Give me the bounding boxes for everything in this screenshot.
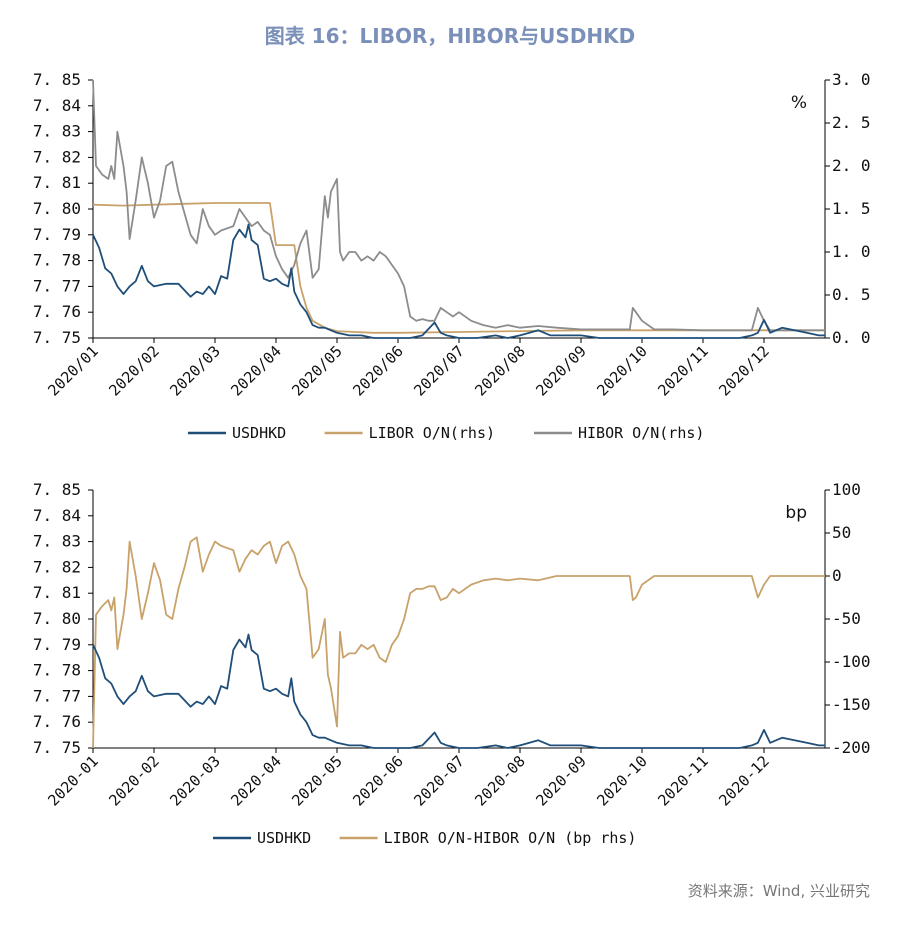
left-tick-label: 7. 78 [33, 661, 81, 680]
left-tick-label: 7. 80 [33, 609, 81, 628]
right-tick-label: -100 [832, 652, 871, 671]
right-axis-unit: bp [785, 503, 807, 523]
x-tick-label: 2020/06 [349, 342, 406, 399]
series-line-usdhkd [92, 223, 825, 339]
legend-label: USDHKD [232, 424, 286, 442]
left-tick-label: 7. 81 [33, 173, 81, 192]
left-tick-label: 7. 75 [33, 328, 81, 347]
x-tick-label: 2020-05 [288, 752, 345, 809]
left-tick-label: 7. 77 [33, 276, 81, 295]
x-tick-label: 2020/03 [166, 342, 223, 399]
x-tick-label: 2020-06 [349, 752, 406, 809]
series-line-hibor-o-n-rhs [92, 79, 825, 332]
chart-spread-usdhkd: 7. 75 7. 76 7. 77 7. 78 7. 79 7. 80 7. 81 7. 82… [33, 480, 871, 847]
x-tick-label: 2020/11 [654, 342, 711, 399]
x-tick-label: 2020/02 [105, 342, 162, 399]
legend-label: HIBOR O/N(rhs) [578, 424, 704, 442]
left-tick-label: 7. 76 [33, 302, 81, 321]
left-tick-label: 7. 84 [33, 506, 81, 525]
left-tick-label: 7. 81 [33, 583, 81, 602]
x-tick-label: 2020-07 [410, 752, 467, 809]
right-tick-label: 0 [832, 566, 842, 585]
x-tick-label: 2020/05 [288, 342, 345, 399]
left-tick-label: 7. 75 [33, 738, 81, 757]
x-tick-label: 2020/01 [44, 342, 101, 399]
x-tick-label: 2020/04 [227, 342, 284, 399]
figure-title: 图表 16：LIBOR，HIBOR与USDHKD [264, 24, 636, 48]
right-tick-label: 3. 0 [832, 70, 871, 89]
left-tick-label: 7. 83 [33, 122, 81, 141]
left-tick-label: 7. 77 [33, 686, 81, 705]
right-tick-label: 1. 5 [832, 199, 871, 218]
left-tick-label: 7. 85 [33, 70, 81, 89]
left-tick-label: 7. 79 [33, 225, 81, 244]
x-tick-label: 2020-12 [715, 752, 772, 809]
left-tick-label: 7. 79 [33, 635, 81, 654]
left-tick-label: 7. 85 [33, 480, 81, 499]
x-tick-label: 2020/09 [532, 342, 589, 399]
left-tick-label: 7. 78 [33, 251, 81, 270]
x-tick-label: 2020-11 [654, 752, 711, 809]
left-tick-label: 7. 84 [33, 96, 81, 115]
right-axis-unit: % [791, 93, 807, 113]
legend-label: LIBOR O/N-HIBOR O/N (bp rhs) [384, 829, 637, 847]
x-tick-label: 2020-08 [471, 752, 528, 809]
series-line-usdhkd [92, 633, 825, 749]
left-tick-label: 7. 83 [33, 532, 81, 551]
x-tick-label: 2020-03 [166, 752, 223, 809]
x-tick-label: 2020/07 [410, 342, 467, 399]
chart-libor-hibor-usdhkd: 7. 75 7. 76 7. 77 7. 78 7. 79 7. 80 7. 81 7. 82… [33, 70, 871, 442]
left-tick-label: 7. 82 [33, 147, 81, 166]
series-line-libor-o-n-hibor-o-n-bp-rhs [92, 536, 825, 749]
x-tick-label: 2020/08 [471, 342, 528, 399]
left-tick-label: 7. 76 [33, 712, 81, 731]
right-tick-label: 50 [832, 523, 851, 542]
x-tick-label: 2020/12 [715, 342, 772, 399]
x-tick-label: 2020-09 [532, 752, 589, 809]
left-tick-label: 7. 80 [33, 199, 81, 218]
right-tick-label: -150 [832, 695, 871, 714]
right-tick-label: 2. 0 [832, 156, 871, 175]
x-tick-label: 2020-02 [105, 752, 162, 809]
legend-label: LIBOR O/N(rhs) [369, 424, 495, 442]
right-tick-label: 0. 0 [832, 328, 871, 347]
right-tick-label: 0. 5 [832, 285, 871, 304]
right-tick-label: 2. 5 [832, 113, 871, 132]
right-tick-label: -50 [832, 609, 861, 628]
legend-label: USDHKD [257, 829, 311, 847]
x-tick-label: 2020-04 [227, 752, 284, 809]
series-line-libor-o-n-rhs [92, 202, 825, 334]
right-tick-label: 1. 0 [832, 242, 871, 261]
left-tick-label: 7. 82 [33, 557, 81, 576]
x-tick-label: 2020-10 [593, 752, 650, 809]
right-tick-label: -200 [832, 738, 871, 757]
source-note: 资料来源：Wind, 兴业研究 [687, 882, 870, 900]
x-tick-label: 2020-01 [44, 752, 101, 809]
x-tick-label: 2020/10 [593, 342, 650, 399]
right-tick-label: 100 [832, 480, 861, 499]
